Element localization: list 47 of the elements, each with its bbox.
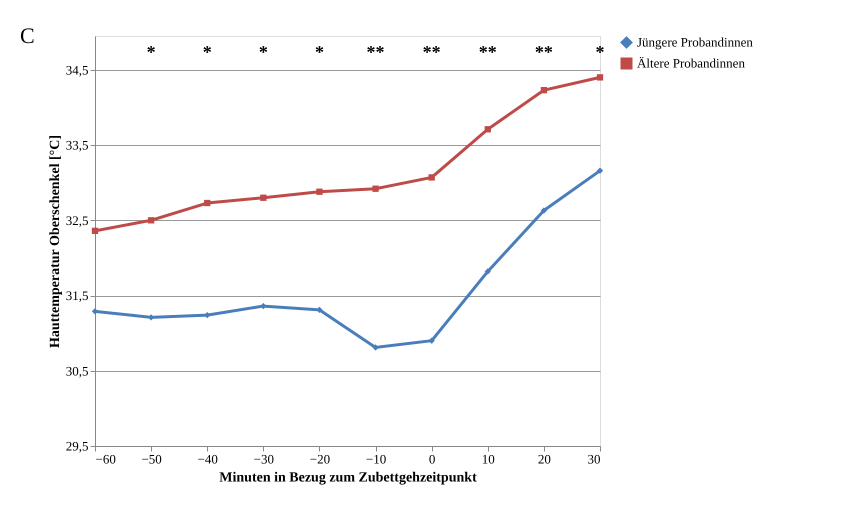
x-tick-label: 0 bbox=[428, 452, 436, 466]
point bbox=[596, 168, 604, 174]
point bbox=[540, 207, 548, 214]
text: C bbox=[20, 23, 35, 48]
point bbox=[92, 228, 98, 234]
y-tick-label: 32,5 bbox=[66, 212, 88, 228]
point bbox=[92, 308, 98, 314]
y-axis-title: Hauttemperatur Oberschenkel [°C] bbox=[48, 135, 63, 348]
annotation: * bbox=[258, 42, 268, 62]
annotation: ** bbox=[478, 42, 497, 62]
annotation: ** bbox=[366, 42, 385, 62]
y-tick-label: 33,5 bbox=[66, 138, 88, 153]
point bbox=[260, 302, 266, 310]
x-tick-label: −20 bbox=[310, 452, 330, 466]
y-tick-label: 31,5 bbox=[66, 288, 88, 304]
x-tick-label: −60 bbox=[96, 452, 116, 466]
y-tick-label: 29,5 bbox=[66, 438, 88, 454]
annotation: * bbox=[596, 42, 604, 62]
point bbox=[260, 194, 266, 201]
annotation: ** bbox=[422, 42, 441, 62]
point bbox=[316, 188, 323, 195]
point bbox=[540, 87, 548, 94]
point bbox=[148, 217, 154, 224]
x-tick-label: 10 bbox=[482, 452, 495, 466]
point bbox=[428, 174, 435, 181]
annotation: * bbox=[314, 42, 324, 62]
x-tick-label: −10 bbox=[366, 452, 386, 466]
point bbox=[204, 200, 210, 206]
annotation: * bbox=[202, 42, 212, 62]
annotation: ** bbox=[534, 42, 553, 62]
x-tick-label: −30 bbox=[254, 452, 274, 466]
point bbox=[372, 344, 379, 351]
point bbox=[596, 74, 604, 81]
point bbox=[372, 186, 379, 192]
point bbox=[204, 312, 210, 318]
y-tick-label: 34,5 bbox=[66, 62, 88, 78]
x-tick-label: 30 bbox=[588, 452, 600, 466]
legend-label: Ältere Probandinnen bbox=[637, 56, 746, 70]
point bbox=[484, 126, 491, 132]
x-axis-title: Minuten in Bezug zum Zubettgehzeitpunkt bbox=[219, 470, 478, 486]
y-tick-label: 30,5 bbox=[66, 363, 88, 378]
legend-label: Jüngere Probandinnen bbox=[637, 34, 754, 50]
x-tick-label: 20 bbox=[538, 452, 551, 466]
x-tick-label: −40 bbox=[198, 452, 218, 466]
point bbox=[484, 268, 491, 275]
annotation: * bbox=[146, 42, 156, 62]
x-tick-label: −50 bbox=[141, 452, 162, 466]
